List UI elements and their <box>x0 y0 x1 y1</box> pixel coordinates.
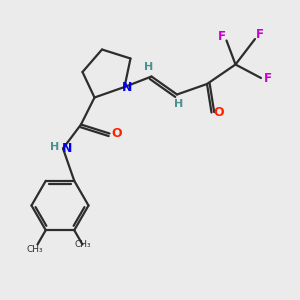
Text: CH₃: CH₃ <box>26 245 43 254</box>
Text: F: F <box>256 28 264 41</box>
Text: N: N <box>61 142 72 155</box>
Text: F: F <box>264 71 272 85</box>
Text: F: F <box>218 29 225 43</box>
Text: O: O <box>112 127 122 140</box>
Text: CH₃: CH₃ <box>74 240 91 249</box>
Text: H: H <box>144 62 153 73</box>
Text: H: H <box>50 142 59 152</box>
Text: N: N <box>122 81 132 94</box>
Text: O: O <box>214 106 224 119</box>
Text: H: H <box>174 99 183 109</box>
